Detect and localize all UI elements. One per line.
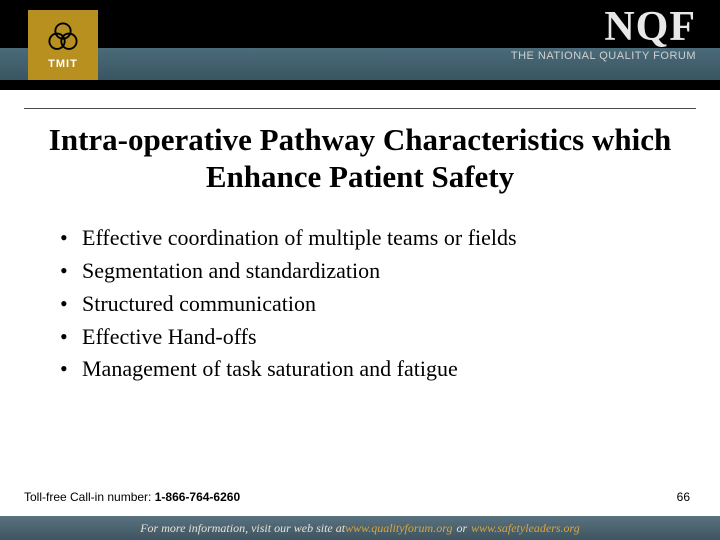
callin-label: Toll-free Call-in number: [24,490,155,504]
callin-number: 1-866-764-6260 [155,490,240,504]
callin-line: Toll-free Call-in number: 1-866-764-6260 [24,490,240,504]
list-item: Effective coordination of multiple teams… [60,223,680,254]
tmit-label: TMIT [48,58,78,70]
slide-title: Intra-operative Pathway Characteristics … [40,122,680,195]
tmit-logo: TMIT [28,10,98,80]
nqf-subtitle: THE NATIONAL QUALITY FORUM [511,50,696,62]
nqf-title: NQF [511,6,696,48]
footer-link-1: www.qualityforum.org [345,521,452,536]
list-item: Structured communication [60,289,680,320]
triquetra-icon [46,20,80,54]
bullet-list: Effective coordination of multiple teams… [60,223,680,385]
footer-or: or [456,521,467,536]
list-item: Effective Hand-offs [60,322,680,353]
list-item: Management of task saturation and fatigu… [60,354,680,385]
divider [24,108,696,109]
footer-link-2: www.safetyleaders.org [471,521,580,536]
footer-bar: For more information, visit our web site… [0,516,720,540]
page-number: 66 [677,490,690,504]
nqf-logo: NQF THE NATIONAL QUALITY FORUM [511,6,696,62]
list-item: Segmentation and standardization [60,256,680,287]
footer-prefix: For more information, visit our web site… [140,521,345,536]
header-banner: TMIT NQF THE NATIONAL QUALITY FORUM [0,0,720,90]
